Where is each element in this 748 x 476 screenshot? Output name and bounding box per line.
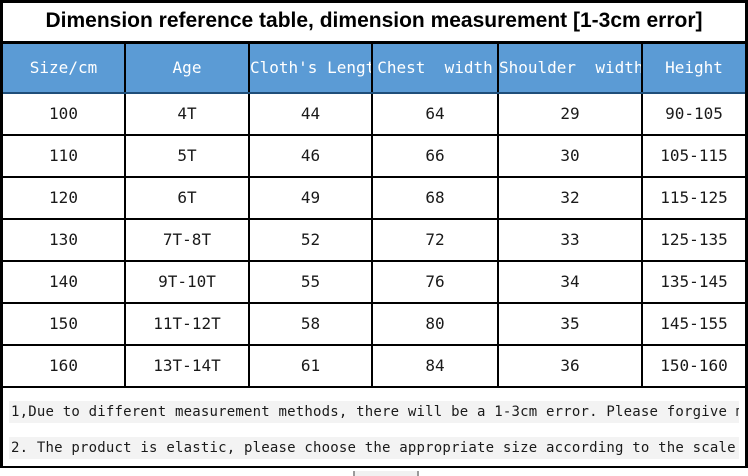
column-header: Shoulder width bbox=[497, 41, 643, 94]
table-cell: 160 bbox=[3, 343, 126, 388]
table-cell: 61 bbox=[248, 343, 373, 388]
bottom-strip bbox=[0, 468, 748, 476]
table-cell: 64 bbox=[371, 91, 499, 136]
footnote-1-text: 1,Due to different measurement methods, … bbox=[9, 400, 739, 423]
table-cell: 9T-10T bbox=[124, 259, 250, 304]
table-cell: 35 bbox=[497, 301, 643, 346]
table-cell: 84 bbox=[371, 343, 499, 388]
table-cell: 110 bbox=[3, 133, 126, 178]
table-cell: 130 bbox=[3, 217, 126, 262]
table-cell: 30 bbox=[497, 133, 643, 178]
partial-cell-fragment bbox=[353, 471, 419, 476]
table-cell: 7T-8T bbox=[124, 217, 250, 262]
table-cell: 58 bbox=[248, 301, 373, 346]
size-table: Size/cm Age Cloth's Length Chest width Shoul… bbox=[3, 41, 745, 388]
column-header: Height bbox=[641, 41, 745, 94]
table-row: 120 6T 49 68 32 115-125 bbox=[3, 175, 745, 220]
table-cell: 115-125 bbox=[641, 175, 745, 220]
table-cell: 55 bbox=[248, 259, 373, 304]
table-cell: 29 bbox=[497, 91, 643, 136]
table-cell: 6T bbox=[124, 175, 250, 220]
table-cell: 52 bbox=[248, 217, 373, 262]
table-cell: 150 bbox=[3, 301, 126, 346]
table-cell: 44 bbox=[248, 91, 373, 136]
table-cell: 100 bbox=[3, 91, 126, 136]
table-cell: 49 bbox=[248, 175, 373, 220]
column-header: Cloth's Length bbox=[248, 41, 373, 94]
table-cell: 76 bbox=[371, 259, 499, 304]
table-cell: 13T-14T bbox=[124, 343, 250, 388]
table-cell: 150-160 bbox=[641, 343, 745, 388]
table-cell: 66 bbox=[371, 133, 499, 178]
column-header: Chest width bbox=[371, 41, 499, 94]
table-cell: 125-135 bbox=[641, 217, 745, 262]
footnotes: 1,Due to different measurement methods, … bbox=[3, 387, 745, 466]
table-row: 140 9T-10T 55 76 34 135-145 bbox=[3, 259, 745, 304]
table-row: 100 4T 44 64 29 90-105 bbox=[3, 91, 745, 136]
table-cell: 32 bbox=[497, 175, 643, 220]
column-header: Size/cm bbox=[3, 41, 126, 94]
table-cell: 80 bbox=[371, 301, 499, 346]
table-cell: 36 bbox=[497, 343, 643, 388]
table-cell: 68 bbox=[371, 175, 499, 220]
table-cell: 140 bbox=[3, 259, 126, 304]
table-row: 160 13T-14T 61 84 36 150-160 bbox=[3, 343, 745, 388]
table-cell: 120 bbox=[3, 175, 126, 220]
page-title: Dimension reference table, dimension mea… bbox=[3, 3, 745, 41]
table-row: 130 7T-8T 52 72 33 125-135 bbox=[3, 217, 745, 262]
footnote-2-text: 2. The product is elastic, please choose… bbox=[9, 436, 739, 459]
table-cell: 105-115 bbox=[641, 133, 745, 178]
size-table-body: 100 4T 44 64 29 90-105 110 5T 46 66 30 105-115 120 6T… bbox=[3, 91, 745, 388]
table-row: 150 11T-12T 58 80 35 145-155 bbox=[3, 301, 745, 346]
table-cell: 46 bbox=[248, 133, 373, 178]
footnote-1: 1,Due to different measurement methods, … bbox=[9, 394, 739, 430]
table-cell: 72 bbox=[371, 217, 499, 262]
table-cell: 5T bbox=[124, 133, 250, 178]
table-cell: 135-145 bbox=[641, 259, 745, 304]
footnote-2: 2. The product is elastic, please choose… bbox=[9, 430, 739, 466]
size-table-header-row: Size/cm Age Cloth's Length Chest width Shoul… bbox=[3, 41, 745, 94]
table-cell: 11T-12T bbox=[124, 301, 250, 346]
column-header: Age bbox=[124, 41, 250, 94]
table-cell: 34 bbox=[497, 259, 643, 304]
table-cell: 90-105 bbox=[641, 91, 745, 136]
table-cell: 145-155 bbox=[641, 301, 745, 346]
table-cell: 4T bbox=[124, 91, 250, 136]
table-row: 110 5T 46 66 30 105-115 bbox=[3, 133, 745, 178]
table-cell: 33 bbox=[497, 217, 643, 262]
